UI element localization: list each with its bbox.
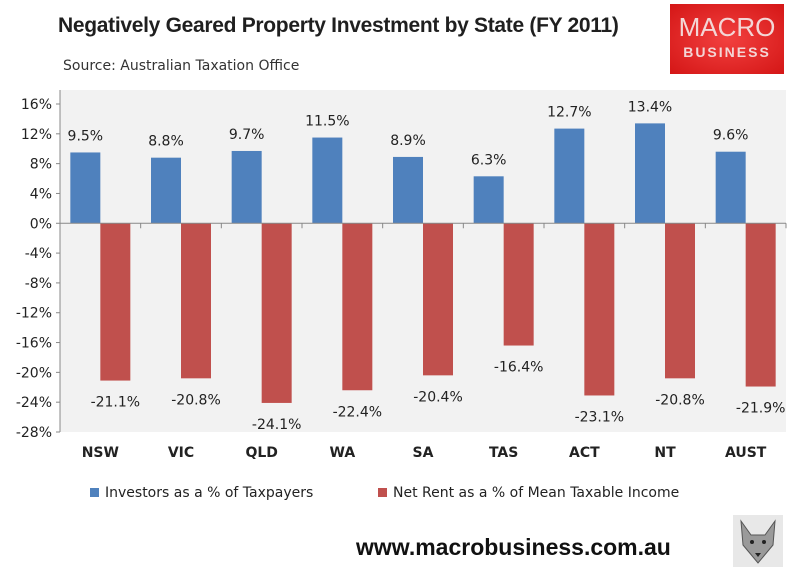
- x-tick-label: QLD: [245, 445, 277, 461]
- y-tick-label: 16%: [21, 97, 52, 113]
- y-tick-label: -16%: [16, 336, 52, 352]
- chart-subtitle: Source: Australian Taxation Office: [63, 58, 300, 74]
- bar-investors: [231, 150, 262, 224]
- data-label: 9.6%: [713, 128, 749, 144]
- bar-net-rent: [342, 223, 373, 391]
- bar-net-rent: [745, 223, 776, 387]
- bar-investors: [393, 156, 423, 224]
- data-label: -21.1%: [91, 395, 141, 411]
- y-tick-label: -12%: [16, 306, 52, 322]
- y-tick-label: -20%: [16, 365, 52, 381]
- bar-investors: [312, 137, 343, 224]
- logo-line1: MACRO: [678, 12, 776, 42]
- y-tick-label: 8%: [30, 157, 52, 173]
- data-label: -21.9%: [736, 401, 786, 417]
- x-tick-label: TAS: [489, 445, 518, 461]
- chart-title: Negatively Geared Property Investment by…: [58, 14, 619, 37]
- data-label: -16.4%: [494, 360, 544, 376]
- data-label: -24.1%: [252, 417, 302, 433]
- bar-net-rent: [261, 223, 292, 403]
- y-tick-label: -24%: [16, 395, 52, 411]
- bar-net-rent: [665, 223, 695, 379]
- bar-net-rent: [503, 223, 534, 346]
- data-label: -20.8%: [171, 392, 221, 408]
- data-label: 13.4%: [628, 99, 672, 115]
- macrobusiness-logo: MACRO BUSINESS: [670, 4, 784, 74]
- legend-swatch: [378, 488, 387, 497]
- website-url: www.macrobusiness.com.au: [356, 534, 671, 560]
- data-label: 11.5%: [305, 114, 349, 130]
- bar-net-rent: [584, 223, 615, 396]
- data-label: -23.1%: [575, 409, 625, 425]
- y-tick-label: 12%: [21, 127, 52, 143]
- data-label: 12.7%: [547, 105, 591, 121]
- y-tick-label: 0%: [30, 216, 52, 232]
- data-label: -20.8%: [655, 392, 705, 408]
- y-tick-label: -4%: [25, 246, 52, 262]
- data-label: 6.3%: [471, 152, 507, 168]
- data-label: -22.4%: [333, 404, 383, 420]
- x-tick-label: WA: [330, 445, 356, 461]
- legend-label: Net Rent as a % of Mean Taxable Income: [393, 485, 679, 501]
- data-label: 9.7%: [229, 127, 265, 143]
- legend-label: Investors as a % of Taxpayers: [105, 485, 313, 501]
- bar-investors: [473, 176, 504, 224]
- data-label: 8.8%: [148, 134, 184, 150]
- bar-investors: [635, 123, 665, 224]
- x-tick-label: ACT: [569, 445, 600, 461]
- x-tick-label: NT: [654, 445, 676, 461]
- y-tick-label: -8%: [25, 276, 52, 292]
- bar-net-rent: [423, 223, 453, 376]
- bar-net-rent: [100, 223, 131, 381]
- bar-investors: [715, 151, 746, 224]
- bar-investors: [70, 152, 101, 224]
- fox-mascot-icon: [733, 515, 783, 567]
- chart: 16% 12% 8% 4% 0% -4% -8% -12% -16% -20% -24% -28% NS…: [16, 90, 787, 501]
- x-tick-label: VIC: [168, 445, 194, 461]
- x-tick-label: NSW: [82, 445, 119, 461]
- data-label: 8.9%: [390, 133, 426, 149]
- x-tick-label: SA: [413, 445, 434, 461]
- y-tick-label: -28%: [16, 425, 52, 441]
- data-label: -20.4%: [413, 389, 463, 405]
- bar-investors: [151, 157, 181, 224]
- logo-line2: BUSINESS: [683, 44, 771, 60]
- data-label: 9.5%: [68, 128, 104, 144]
- bar-investors: [554, 128, 585, 224]
- bar-net-rent: [181, 223, 211, 379]
- x-tick-label: AUST: [725, 445, 767, 461]
- legend-swatch: [90, 488, 99, 497]
- y-tick-label: 4%: [30, 186, 52, 202]
